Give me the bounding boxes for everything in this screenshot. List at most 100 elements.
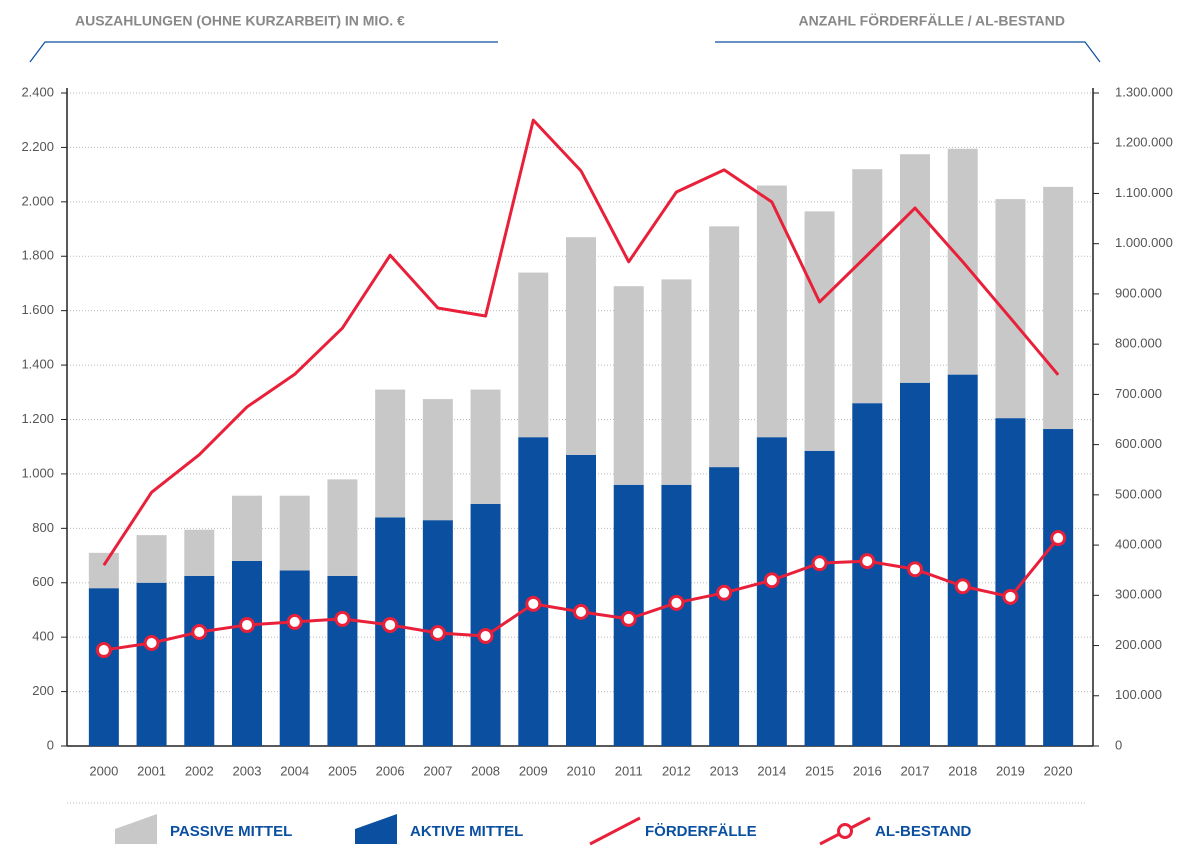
marker	[1002, 588, 1019, 605]
bar-passive	[88, 552, 119, 589]
bar-passive	[709, 226, 740, 468]
bar-active	[279, 570, 310, 746]
x-tick-label: 2018	[948, 763, 977, 778]
x-tick-label: 2012	[662, 763, 691, 778]
bar-passive	[518, 272, 549, 438]
marker	[859, 553, 876, 570]
y2-tick-label: 1.300.000	[1115, 84, 1173, 99]
x-tick-label: 2003	[233, 763, 262, 778]
marker	[477, 627, 494, 644]
x-tick-label: 2016	[853, 763, 882, 778]
bar-active	[136, 582, 167, 746]
marker	[811, 555, 828, 572]
marker	[907, 561, 923, 578]
bar-passive	[232, 495, 262, 561]
bar-passive	[804, 211, 835, 451]
marker	[954, 578, 971, 595]
legend-swatch	[115, 814, 157, 844]
bar-active	[184, 575, 215, 746]
y-tick-label: 600	[32, 574, 54, 589]
x-tick-label: 2009	[519, 763, 548, 778]
y2-tick-label: 1.100.000	[1115, 185, 1173, 200]
y2-tick-label: 100.000	[1115, 687, 1162, 702]
legend-label: AKTIVE MITTEL	[410, 823, 523, 840]
bar-active	[88, 588, 119, 746]
legend-swatch	[355, 814, 397, 844]
y2-tick-label: 600.000	[1115, 436, 1162, 451]
bar-passive	[900, 154, 930, 383]
header-line	[715, 41, 1101, 63]
bar-passive	[279, 495, 310, 571]
bar-active	[1043, 429, 1074, 746]
bar-passive	[756, 185, 787, 438]
y2-tick-label: 1.200.000	[1115, 135, 1173, 150]
y2-tick-label: 800.000	[1115, 336, 1162, 351]
x-tick-label: 2010	[567, 763, 596, 778]
bar-active	[709, 467, 740, 746]
marker	[1050, 530, 1067, 547]
left-axis-title: AUSZAHLUNGEN (OHNE KURZARBEIT) IN MIO. €	[75, 13, 405, 29]
y2-tick-label: 700.000	[1115, 386, 1162, 401]
y-tick-label: 1.200	[21, 411, 54, 426]
bar-active	[566, 454, 596, 746]
x-tick-label: 2002	[185, 763, 214, 778]
bar-active	[804, 450, 835, 746]
bar-active	[995, 418, 1026, 746]
bar-active	[518, 437, 549, 746]
right-axis-title: ANZAHL FÖRDERFÄLLE / AL-BESTAND	[799, 13, 1066, 29]
x-tick-label: 2006	[376, 763, 405, 778]
legend-swatch	[589, 816, 641, 846]
bar-passive	[613, 286, 644, 485]
bar-passive	[136, 535, 167, 583]
marker	[191, 623, 208, 640]
x-tick-label: 2008	[471, 763, 500, 778]
bar-passive	[422, 399, 453, 521]
bar-passive	[1043, 186, 1074, 430]
x-tick-label: 2014	[757, 763, 786, 778]
bar-active	[852, 403, 883, 746]
y-tick-label: 2.000	[21, 193, 54, 208]
y-tick-label: 1.000	[21, 465, 54, 480]
y-tick-label: 800	[32, 520, 54, 535]
y-tick-label: 2.200	[21, 139, 54, 154]
bar-passive	[852, 169, 883, 404]
x-tick-label: 2001	[137, 763, 166, 778]
x-tick-label: 2015	[805, 763, 834, 778]
y2-tick-label: 200.000	[1115, 637, 1162, 652]
header-line	[29, 41, 498, 63]
marker	[95, 642, 112, 659]
legend-label: FÖRDERFÄLLE	[645, 823, 757, 840]
y2-tick-label: 400.000	[1115, 537, 1162, 552]
y-tick-label: 1.800	[21, 248, 54, 263]
bar-active	[470, 503, 501, 746]
x-tick-label: 2013	[710, 763, 739, 778]
x-tick-label: 2019	[996, 763, 1025, 778]
marker	[239, 616, 255, 633]
bar-active	[661, 484, 692, 746]
x-tick-label: 2000	[89, 763, 118, 778]
x-tick-label: 2007	[423, 763, 452, 778]
bar-passive	[375, 389, 406, 518]
y2-tick-label: 300.000	[1115, 587, 1162, 602]
bar-passive	[184, 529, 215, 576]
y-tick-label: 0	[47, 737, 54, 752]
legend-label: AL-BESTAND	[875, 823, 972, 840]
marker	[716, 584, 733, 601]
marker	[525, 595, 542, 612]
marker	[573, 603, 589, 620]
marker	[429, 624, 446, 641]
marker	[334, 610, 351, 627]
y-tick-label: 400	[32, 629, 54, 644]
marker	[668, 594, 685, 611]
y-tick-label: 200	[32, 683, 54, 698]
marker	[763, 572, 780, 589]
bar-passive	[661, 279, 692, 485]
x-tick-label: 2020	[1044, 763, 1073, 778]
y-tick-label: 1.400	[21, 357, 54, 372]
y2-tick-label: 500.000	[1115, 486, 1162, 501]
y-tick-label: 2.400	[21, 84, 54, 99]
marker	[143, 635, 160, 652]
bar-passive	[566, 237, 596, 455]
y2-tick-label: 900.000	[1115, 285, 1162, 300]
